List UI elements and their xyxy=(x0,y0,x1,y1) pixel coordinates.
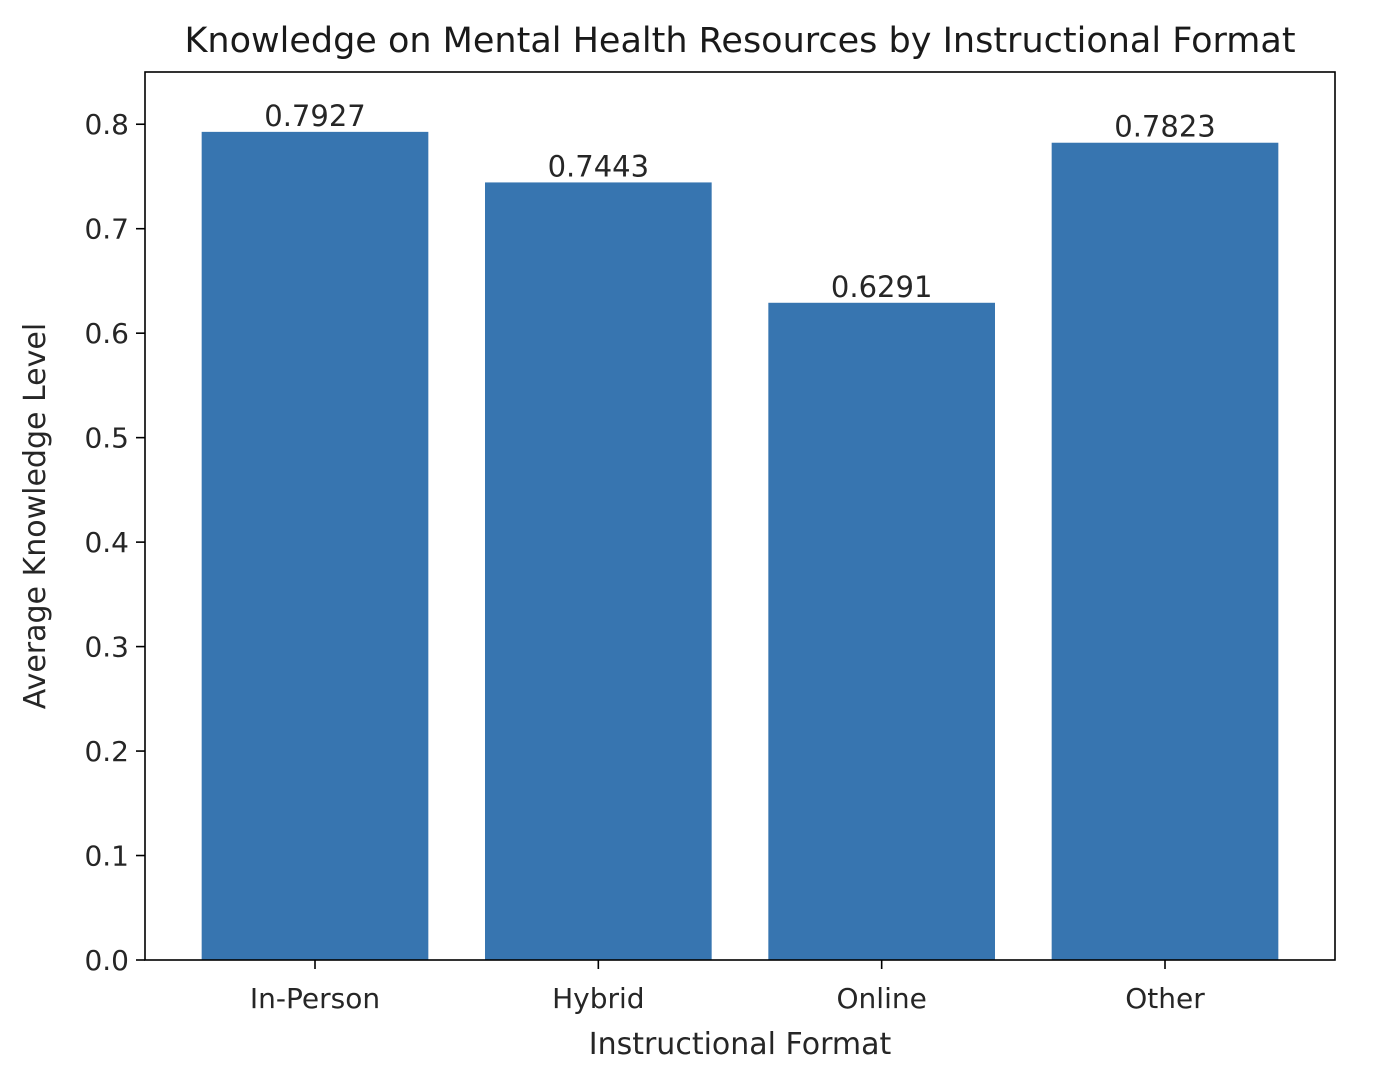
y-axis-title: Average Knowledge Level xyxy=(18,323,53,709)
bar-value-label: 0.7927 xyxy=(264,99,365,133)
y-tick-label: 0.2 xyxy=(84,735,129,768)
x-tick-label: Hybrid xyxy=(552,982,644,1015)
axes-frame xyxy=(144,71,1336,961)
bar-value-label: 0.7823 xyxy=(1114,110,1215,144)
y-tick-label: 0.0 xyxy=(84,944,129,977)
y-tick-label: 0.4 xyxy=(84,526,129,559)
x-axis: In-Person Hybrid Online Other xyxy=(250,960,1205,1015)
bar-online xyxy=(768,302,995,961)
x-axis-title: Instructional Format xyxy=(589,1027,892,1062)
chart-title: Knowledge on Mental Health Resources by … xyxy=(184,21,1295,61)
bar-other xyxy=(1051,142,1279,961)
plot-area: 0.7927 0.7443 0.6291 0.7823 xyxy=(201,99,1279,961)
x-tick-label: Other xyxy=(1125,982,1205,1015)
y-tick-label: 0.5 xyxy=(84,422,129,455)
bar-value-label: 0.7443 xyxy=(548,149,649,183)
bar-hybrid xyxy=(485,182,712,960)
y-tick-label: 0.7 xyxy=(84,213,129,246)
x-tick-label: Online xyxy=(837,982,927,1015)
y-axis: 0.0 0.1 0.2 0.3 0.4 0.5 0.6 0.7 0.8 xyxy=(84,108,145,977)
y-tick-label: 0.6 xyxy=(84,317,129,350)
y-tick-label: 0.3 xyxy=(84,631,129,664)
x-tick-label: In-Person xyxy=(250,982,380,1015)
y-tick-label: 0.1 xyxy=(84,840,129,873)
y-tick-label: 0.8 xyxy=(84,108,129,141)
bar-in-person xyxy=(201,131,429,961)
bar-value-label: 0.6291 xyxy=(831,270,932,304)
